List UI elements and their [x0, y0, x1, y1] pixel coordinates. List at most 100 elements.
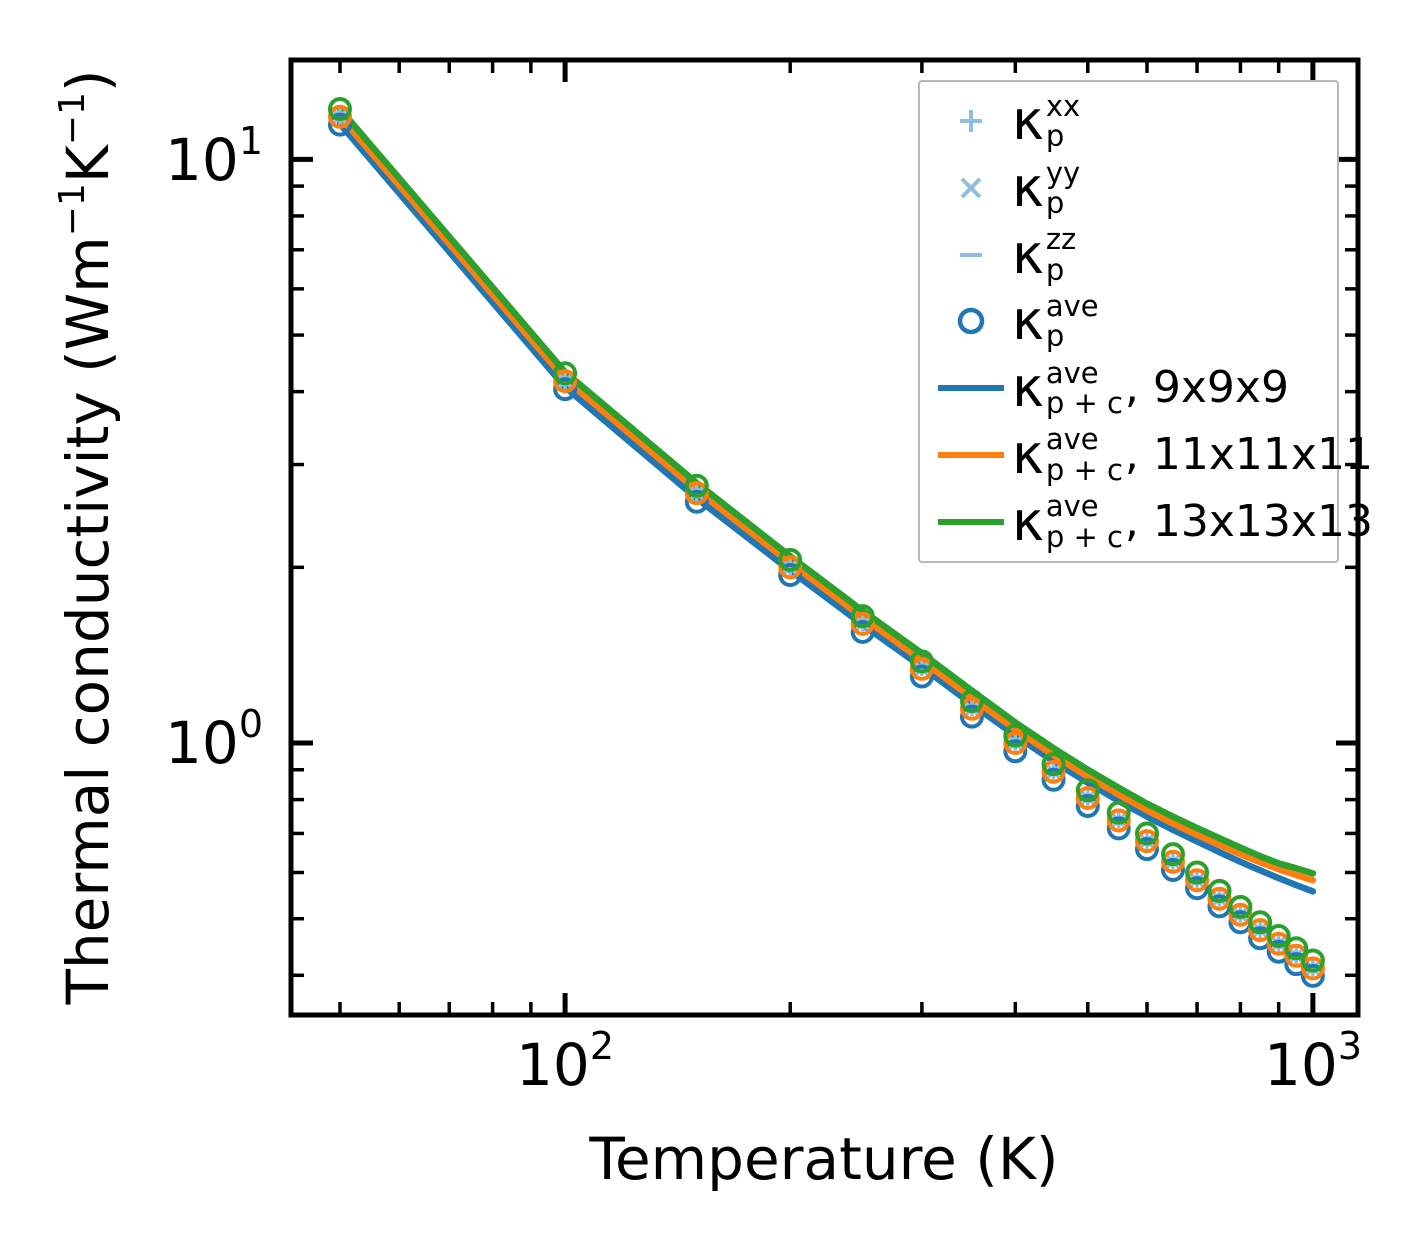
data-point-circle — [1106, 808, 1131, 833]
x-axis-label: Temperature (K) — [589, 1125, 1059, 1193]
data-point-circle — [1248, 910, 1273, 935]
data-point-circle — [909, 649, 934, 674]
legend-label-6: κ ave p + c, 13x13x13 — [1012, 491, 1373, 552]
x-tick-label-10-2: 102 — [516, 1024, 614, 1099]
data-point-circle — [959, 696, 984, 721]
legend-marker-dash-icon — [960, 252, 982, 257]
kappa-scripts: ave p + c — [1046, 424, 1123, 485]
data-point-circle — [1075, 794, 1100, 819]
data-point-circle — [1106, 800, 1131, 825]
data-point-circle — [1300, 963, 1325, 988]
data-point-circle — [1228, 894, 1253, 919]
data-point-circle — [1106, 816, 1131, 841]
legend-entry-0: κ xx p — [930, 88, 1333, 154]
legend-cross-glyph — [960, 177, 982, 199]
data-point-circle — [959, 689, 984, 714]
legend-marker-line-icon — [938, 451, 1004, 458]
data-point-circle — [684, 489, 709, 514]
y-axis-label-mid: K — [54, 145, 122, 184]
kappa-symbol: κ — [1012, 422, 1044, 486]
legend-marker-cross-icon — [960, 177, 982, 199]
y-axis-label-sup1: −1 — [52, 183, 93, 237]
data-point-circle — [553, 361, 578, 386]
kappa-subscript: p — [1045, 252, 1065, 287]
kappa-symbol: κ — [1012, 89, 1044, 153]
data-point-circle — [1160, 849, 1185, 874]
legend: κ xx p κ yy p κ zz p κ ave p κ ave p + c, 9x9x9 κ ave p +… — [918, 80, 1373, 563]
data-point-circle — [1075, 778, 1100, 803]
data-point-circle — [1228, 902, 1253, 927]
kappa-scripts: ave p + c — [1046, 491, 1123, 552]
kappa-subscript: p + c — [1045, 519, 1123, 554]
kappa-superscript: ave — [1045, 422, 1099, 457]
data-point-circle — [1284, 936, 1309, 961]
legend-marker-plus-icon — [960, 110, 982, 133]
kappa-scripts: yy p — [1045, 155, 1081, 221]
kappa-superscript: ave — [1045, 289, 1099, 324]
data-point-cross — [913, 660, 931, 678]
data-point-circle — [1041, 752, 1066, 777]
kappa-symbol: κ — [1012, 156, 1044, 220]
data-point-circle — [1284, 952, 1309, 977]
kappa-symbol: κ — [1012, 222, 1044, 286]
kappa-symbol: κ — [1012, 289, 1044, 353]
kappa-superscript: ave — [1045, 355, 1099, 390]
data-point-circle — [553, 377, 578, 402]
legend-suffix: , 13x13x13 — [1124, 495, 1373, 547]
kappa-symbol: κ — [1012, 356, 1044, 420]
data-point-circle — [1134, 821, 1159, 846]
kappa-superscript: ave — [1045, 489, 1099, 524]
data-point-circle — [909, 656, 934, 681]
data-point-circle — [1207, 886, 1232, 911]
data-point-circle — [778, 563, 803, 588]
legend-marker-line-icon — [938, 518, 1004, 525]
series-line-11x11x11 — [336, 113, 1317, 884]
kappa-subscript: p — [1045, 119, 1065, 154]
data-point-circle — [1185, 868, 1210, 893]
data-point-circle — [327, 112, 352, 137]
y-axis-label-text: Thermal conductivity (Wm — [54, 236, 122, 1005]
data-point-circle — [1003, 739, 1028, 764]
kappa-superscript: zz — [1045, 222, 1077, 257]
y-tick-label-10-1: 101 — [165, 119, 263, 194]
legend-entry-3: κ ave p — [930, 291, 1333, 352]
kappa-subscript: p — [1045, 186, 1065, 221]
legend-entry-2: κ zz p — [930, 224, 1333, 285]
data-point-circle — [684, 481, 709, 506]
kappa-scripts: ave p + c — [1045, 355, 1123, 421]
data-point-circle — [1003, 731, 1028, 756]
kappa-superscript: yy — [1045, 155, 1081, 190]
data-point-circle — [1300, 948, 1325, 973]
kappa-subscript: p + c — [1045, 452, 1123, 487]
data-point-circle — [1266, 924, 1291, 949]
kappa-superscript: xx — [1045, 88, 1081, 123]
data-point-circle — [1134, 829, 1159, 854]
data-point-circle — [778, 555, 803, 580]
data-point-circle — [1185, 860, 1210, 885]
kappa-subscript: p + c — [1045, 386, 1123, 421]
legend-entry-6: κ ave p + c, 13x13x13 — [930, 491, 1373, 552]
series-line-9x9x9 — [336, 120, 1317, 895]
legend-plus-glyph — [960, 110, 982, 133]
kappa-symbol: κ — [1012, 489, 1044, 553]
data-point-circle — [909, 664, 934, 689]
y-tick-label-10-0: 100 — [165, 702, 263, 777]
kappa-scripts: ave p — [1046, 291, 1099, 352]
data-point-circle — [850, 619, 875, 644]
legend-label-3: κ ave p — [1012, 291, 1099, 352]
legend-suffix: , 11x11x11 — [1124, 428, 1373, 480]
series-line-13x13x13 — [336, 105, 1317, 877]
legend-label-1: κ yy p — [1012, 155, 1081, 221]
data-point-circle — [684, 473, 709, 498]
legend-marker-line-icon — [938, 385, 1004, 392]
legend-circle-glyph — [957, 308, 985, 335]
data-point-circle — [959, 704, 984, 729]
legend-entry-1: κ yy p — [930, 155, 1333, 221]
data-point-circle — [778, 547, 803, 572]
kappa-scripts: xx p — [1045, 88, 1081, 154]
legend-label-0: κ xx p — [1012, 88, 1081, 154]
legend-label-2: κ zz p — [1012, 224, 1076, 285]
data-point-circle — [1134, 837, 1159, 862]
data-point-circle — [553, 369, 578, 394]
